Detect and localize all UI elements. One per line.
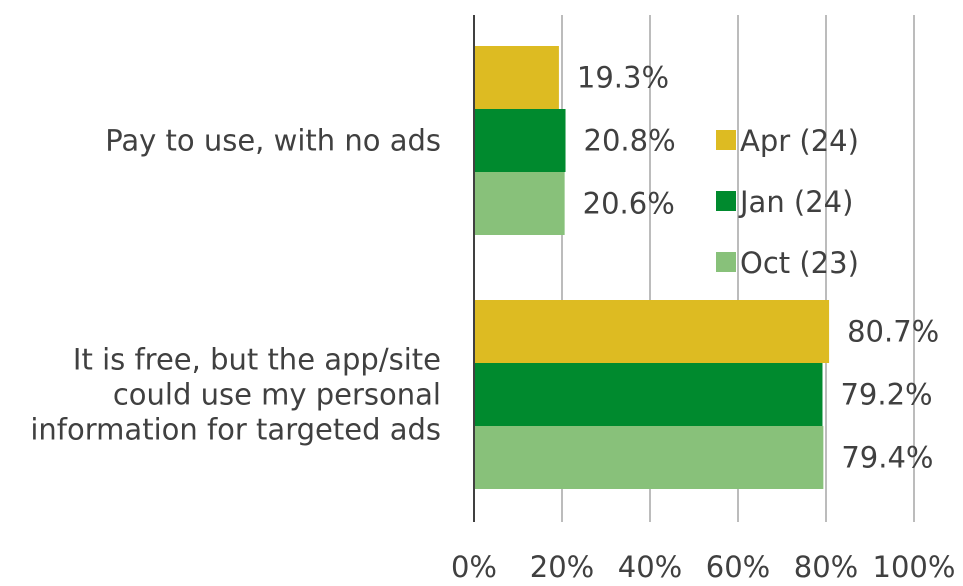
bar [474,363,823,426]
category-label-line: It is free, but the app/site [73,343,441,377]
category-labels: Pay to use, with no ads It is free, but t… [30,124,441,447]
bar [474,300,830,363]
x-tick-label: 0% [451,550,497,584]
data-label: 19.3% [577,61,669,95]
legend-swatch [716,252,736,272]
x-tick-label: 40% [618,550,682,584]
category-label-line: information for targeted ads [30,413,441,447]
bar [474,109,566,172]
x-tick-label: 80% [794,550,858,584]
legend-swatch [716,130,736,150]
x-tick-label: 60% [706,550,770,584]
legend: Apr (24) Jan (24) Oct (23) [716,124,859,280]
bar [474,172,565,235]
legend-label: Apr (24) [740,124,859,158]
category-label-line: Pay to use, with no ads [105,124,441,158]
category-label: Pay to use, with no ads [105,124,441,158]
bar [474,46,559,109]
data-label: 79.2% [840,378,932,412]
data-label: 20.8% [584,124,676,158]
data-label: 80.7% [847,315,939,349]
legend-label: Oct (23) [740,246,859,280]
x-tick-label: 20% [530,550,594,584]
bar [474,426,824,489]
bars [474,46,830,489]
x-tick-labels: 0% 20% 40% 60% 80% 100% [451,550,955,584]
legend-label: Jan (24) [738,185,853,219]
category-label: It is free, but the app/site could use my… [30,343,441,447]
data-label: 20.6% [583,187,675,221]
legend-swatch [716,191,736,211]
x-tick-label: 100% [873,550,956,584]
data-labels: 19.3% 20.8% 20.6% 80.7% 79.2% 79.4% [577,61,939,475]
category-label-line: could use my personal [113,378,441,412]
data-label: 79.4% [841,441,933,475]
